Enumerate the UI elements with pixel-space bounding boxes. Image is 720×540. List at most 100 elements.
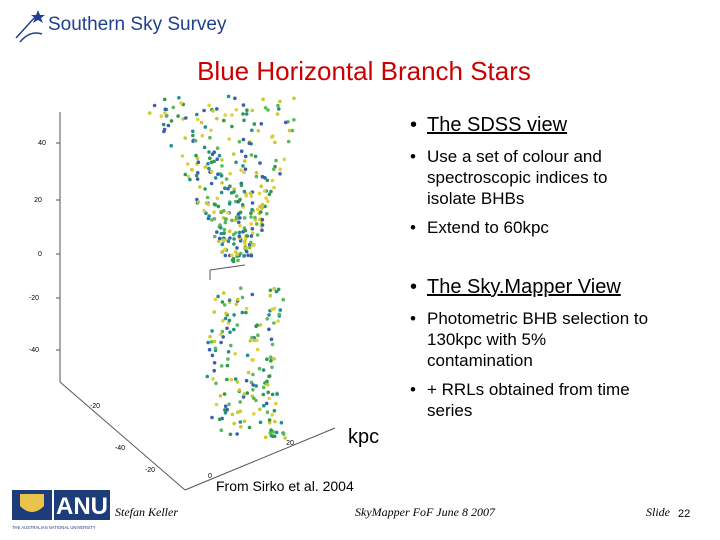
axis-label: 20 (34, 197, 42, 204)
star-point (233, 352, 237, 356)
star-point (196, 160, 201, 164)
star-point (253, 154, 258, 159)
figure-caption: From Sirko et al. 2004 (216, 478, 354, 494)
star-point (215, 116, 219, 121)
star-point (256, 129, 261, 133)
star-point (270, 413, 275, 417)
star-point (244, 310, 248, 315)
star-point (209, 340, 214, 344)
star-point (183, 136, 187, 140)
star-point (244, 112, 249, 116)
star-point (219, 364, 224, 368)
star-point (263, 176, 267, 180)
star-point (269, 189, 273, 194)
star-point (242, 419, 247, 424)
star-point (255, 323, 259, 328)
star-point (260, 202, 265, 207)
star-point (208, 156, 212, 160)
star-point (228, 184, 232, 188)
star-point (220, 164, 224, 168)
star-point (186, 162, 190, 166)
star-point (278, 172, 282, 176)
star-point (179, 101, 183, 105)
star-point (251, 358, 255, 362)
star-point (226, 94, 231, 99)
star-point (260, 223, 265, 227)
star-point (267, 396, 272, 401)
star-point (278, 99, 282, 104)
star-point (274, 289, 279, 294)
star-point (274, 401, 278, 406)
star-point (226, 211, 230, 215)
star-point (222, 231, 226, 236)
star-point (232, 327, 236, 332)
star-point (212, 310, 216, 314)
star-point (229, 191, 234, 195)
star-point (251, 383, 255, 387)
star-point (246, 370, 251, 375)
star-point (245, 234, 250, 238)
star-point (245, 353, 250, 358)
star-point (236, 258, 240, 263)
star-point (237, 198, 242, 203)
star-point (223, 316, 228, 321)
star-point (247, 141, 252, 145)
star-point (260, 217, 265, 222)
star-point (200, 133, 205, 138)
star-point (241, 395, 246, 399)
star-point (239, 425, 243, 429)
university-name: THE AUSTRALIAN NATIONAL UNIVERSITY (12, 525, 96, 530)
star-point (220, 181, 224, 185)
star-point (233, 231, 238, 235)
star-point (220, 249, 225, 254)
star-point (227, 202, 232, 206)
star-point (245, 108, 249, 112)
star-point (264, 401, 269, 406)
star-point (208, 334, 212, 339)
star-point (205, 195, 210, 200)
star-point (265, 317, 270, 321)
star-point (292, 96, 296, 101)
star-point (210, 169, 214, 174)
star-point (242, 392, 246, 396)
star-point (258, 323, 263, 327)
star-point (195, 112, 199, 117)
star-point (243, 228, 248, 233)
star-point (222, 118, 226, 123)
star-point (180, 154, 185, 158)
star-point (281, 432, 286, 436)
star-point (249, 380, 254, 385)
star-point (251, 372, 255, 377)
star-point (213, 234, 217, 239)
star-point (234, 108, 239, 112)
star-point (290, 128, 295, 133)
star-point (243, 154, 248, 159)
star-point (218, 394, 223, 398)
star-point (268, 355, 273, 360)
star-point (242, 118, 246, 123)
star-point (270, 178, 275, 183)
star-point (234, 194, 239, 198)
star-point (228, 432, 233, 437)
footer-event: SkyMapper FoF June 8 2007 (355, 505, 495, 519)
star-point (196, 171, 200, 175)
star-point (260, 228, 264, 232)
star-point (221, 335, 225, 339)
star-point (240, 295, 245, 300)
survey-logo (15, 10, 45, 43)
star-point (237, 139, 242, 144)
star-point (163, 111, 167, 115)
star-point (209, 128, 213, 133)
star-point (261, 392, 266, 397)
star-point (221, 291, 226, 295)
star-point (274, 158, 278, 163)
star-point (265, 379, 269, 384)
star-point (221, 318, 225, 323)
star-point (265, 178, 270, 183)
star-point (207, 150, 211, 154)
star-point (263, 435, 268, 440)
star-point (198, 185, 202, 189)
star-point (258, 204, 262, 209)
axis-label: -40 (29, 347, 39, 354)
